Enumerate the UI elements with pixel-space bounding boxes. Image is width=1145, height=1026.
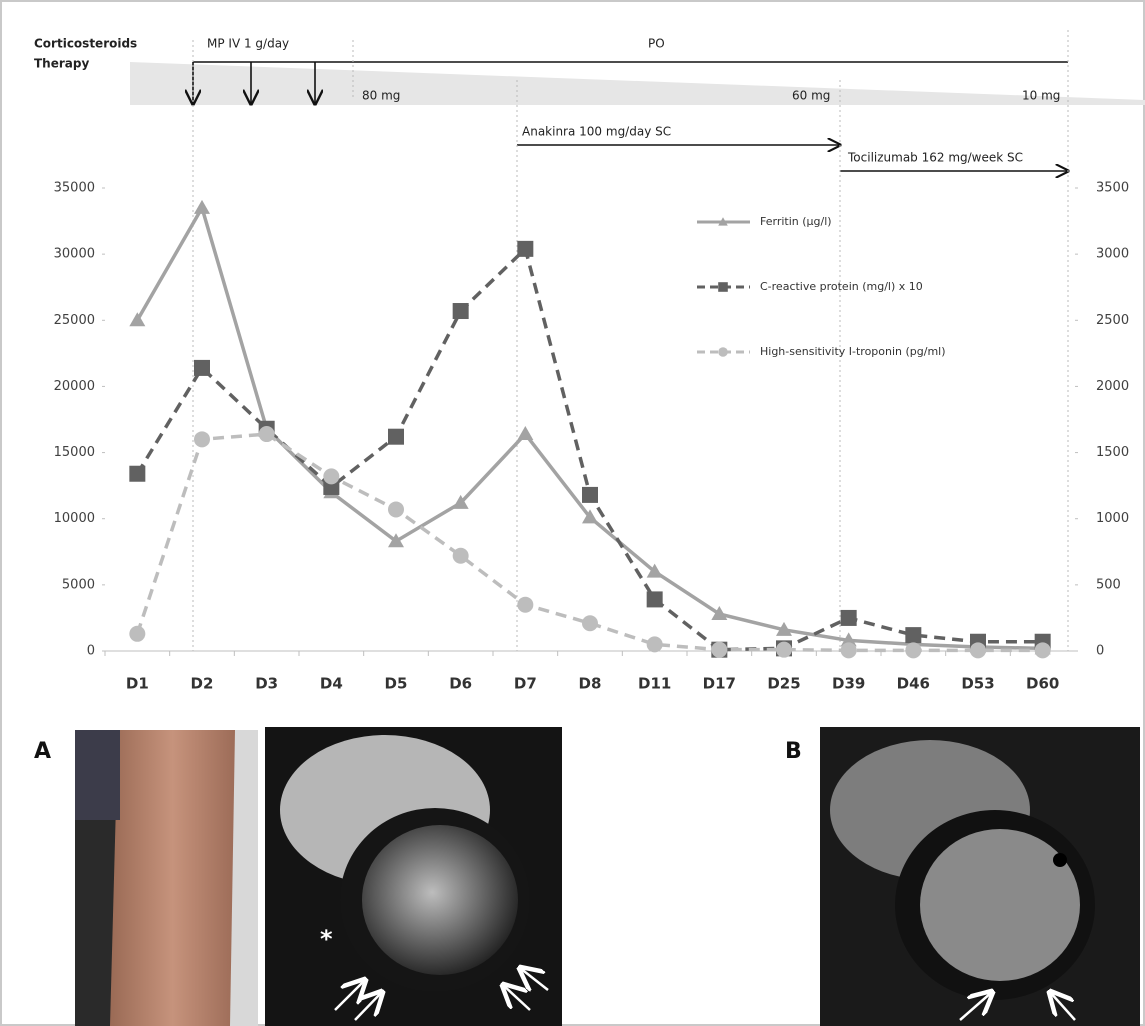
legend-marker bbox=[718, 282, 728, 292]
y2-tick-label: 2000 bbox=[1096, 379, 1129, 394]
figure-label: B bbox=[785, 739, 802, 764]
data-point bbox=[388, 501, 404, 517]
data-point bbox=[970, 642, 986, 658]
mri-b bbox=[820, 727, 1140, 1026]
annotation: MP IV 1 g/day bbox=[207, 37, 289, 51]
y-tick-label: 15000 bbox=[54, 445, 95, 460]
x-tick-label: D6 bbox=[449, 675, 472, 693]
legend-label: C-reactive protein (mg/l) x 10 bbox=[760, 280, 923, 293]
data-point bbox=[647, 591, 663, 607]
legend-marker bbox=[718, 347, 728, 357]
figure-label: A bbox=[34, 739, 51, 764]
data-point bbox=[194, 360, 210, 376]
y-tick-label: 25000 bbox=[54, 313, 95, 328]
y-tick-label: 30000 bbox=[54, 247, 95, 262]
legend-label: Ferritin (µg/l) bbox=[760, 215, 832, 228]
y-tick-label: 5000 bbox=[62, 577, 95, 592]
y2-tick-label: 3000 bbox=[1096, 247, 1129, 262]
data-point bbox=[388, 429, 404, 445]
data-point bbox=[453, 548, 469, 564]
series-line bbox=[137, 249, 1042, 650]
y-tick-label: 10000 bbox=[54, 511, 95, 526]
annotation: Therapy bbox=[34, 57, 89, 71]
x-tick-label: D53 bbox=[961, 675, 994, 693]
data-point bbox=[711, 642, 727, 658]
data-point bbox=[1035, 642, 1051, 658]
data-point bbox=[129, 626, 145, 642]
x-tick-label: D46 bbox=[897, 675, 930, 693]
x-tick-label: D2 bbox=[191, 675, 214, 693]
x-tick-label: D1 bbox=[126, 675, 149, 693]
data-point bbox=[517, 597, 533, 613]
annotation: 10 mg bbox=[1022, 89, 1060, 103]
y2-tick-label: 2500 bbox=[1096, 313, 1129, 328]
arm-photo bbox=[75, 730, 258, 1026]
y-tick-label: 35000 bbox=[54, 181, 95, 196]
annotation: 60 mg bbox=[792, 89, 830, 103]
data-point bbox=[647, 636, 663, 652]
y2-tick-label: 0 bbox=[1096, 644, 1104, 659]
data-point bbox=[129, 466, 145, 482]
x-tick-label: D25 bbox=[767, 675, 800, 693]
annotation: 80 mg bbox=[362, 89, 400, 103]
chart: Corticosteroids Therapy MP IV 1 g/day PO… bbox=[0, 0, 1145, 1026]
data-point bbox=[323, 468, 339, 484]
data-point bbox=[711, 606, 727, 620]
data-point bbox=[259, 426, 275, 442]
y-tick-label: 0 bbox=[87, 644, 95, 659]
data-point bbox=[776, 642, 792, 658]
y2-tick-label: 500 bbox=[1096, 577, 1121, 592]
data-point bbox=[517, 426, 533, 440]
data-point bbox=[517, 241, 533, 257]
x-tick-label: D5 bbox=[385, 675, 408, 693]
data-point bbox=[194, 200, 210, 214]
data-point bbox=[582, 615, 598, 631]
annotation: PO bbox=[648, 37, 665, 51]
data-point bbox=[453, 303, 469, 319]
x-tick-label: D8 bbox=[579, 675, 602, 693]
annotation: Tocilizumab 162 mg/week SC bbox=[847, 151, 1023, 165]
data-point bbox=[582, 487, 598, 503]
y-tick-label: 20000 bbox=[54, 379, 95, 394]
y2-tick-label: 1000 bbox=[1096, 511, 1129, 526]
y2-tick-label: 1500 bbox=[1096, 445, 1129, 460]
legend-label: High-sensitivity I-troponin (pg/ml) bbox=[760, 345, 946, 358]
x-tick-label: D39 bbox=[832, 675, 865, 693]
data-point bbox=[905, 627, 921, 643]
data-point bbox=[194, 431, 210, 447]
data-point bbox=[905, 642, 921, 658]
asterisk: * bbox=[320, 925, 333, 953]
x-tick-label: D17 bbox=[703, 675, 736, 693]
data-point bbox=[841, 610, 857, 626]
x-tick-label: D7 bbox=[514, 675, 537, 693]
annotation: Corticosteroids bbox=[34, 37, 137, 51]
annotation: Anakinra 100 mg/day SC bbox=[522, 125, 671, 139]
steroid-taper bbox=[130, 62, 1145, 105]
x-tick-label: D4 bbox=[320, 675, 343, 693]
data-point bbox=[129, 312, 145, 326]
x-tick-label: D11 bbox=[638, 675, 671, 693]
x-tick-label: D3 bbox=[255, 675, 278, 693]
y2-tick-label: 3500 bbox=[1096, 181, 1129, 196]
mri-a bbox=[265, 727, 562, 1026]
data-point bbox=[841, 642, 857, 658]
x-tick-label: D60 bbox=[1026, 675, 1059, 693]
